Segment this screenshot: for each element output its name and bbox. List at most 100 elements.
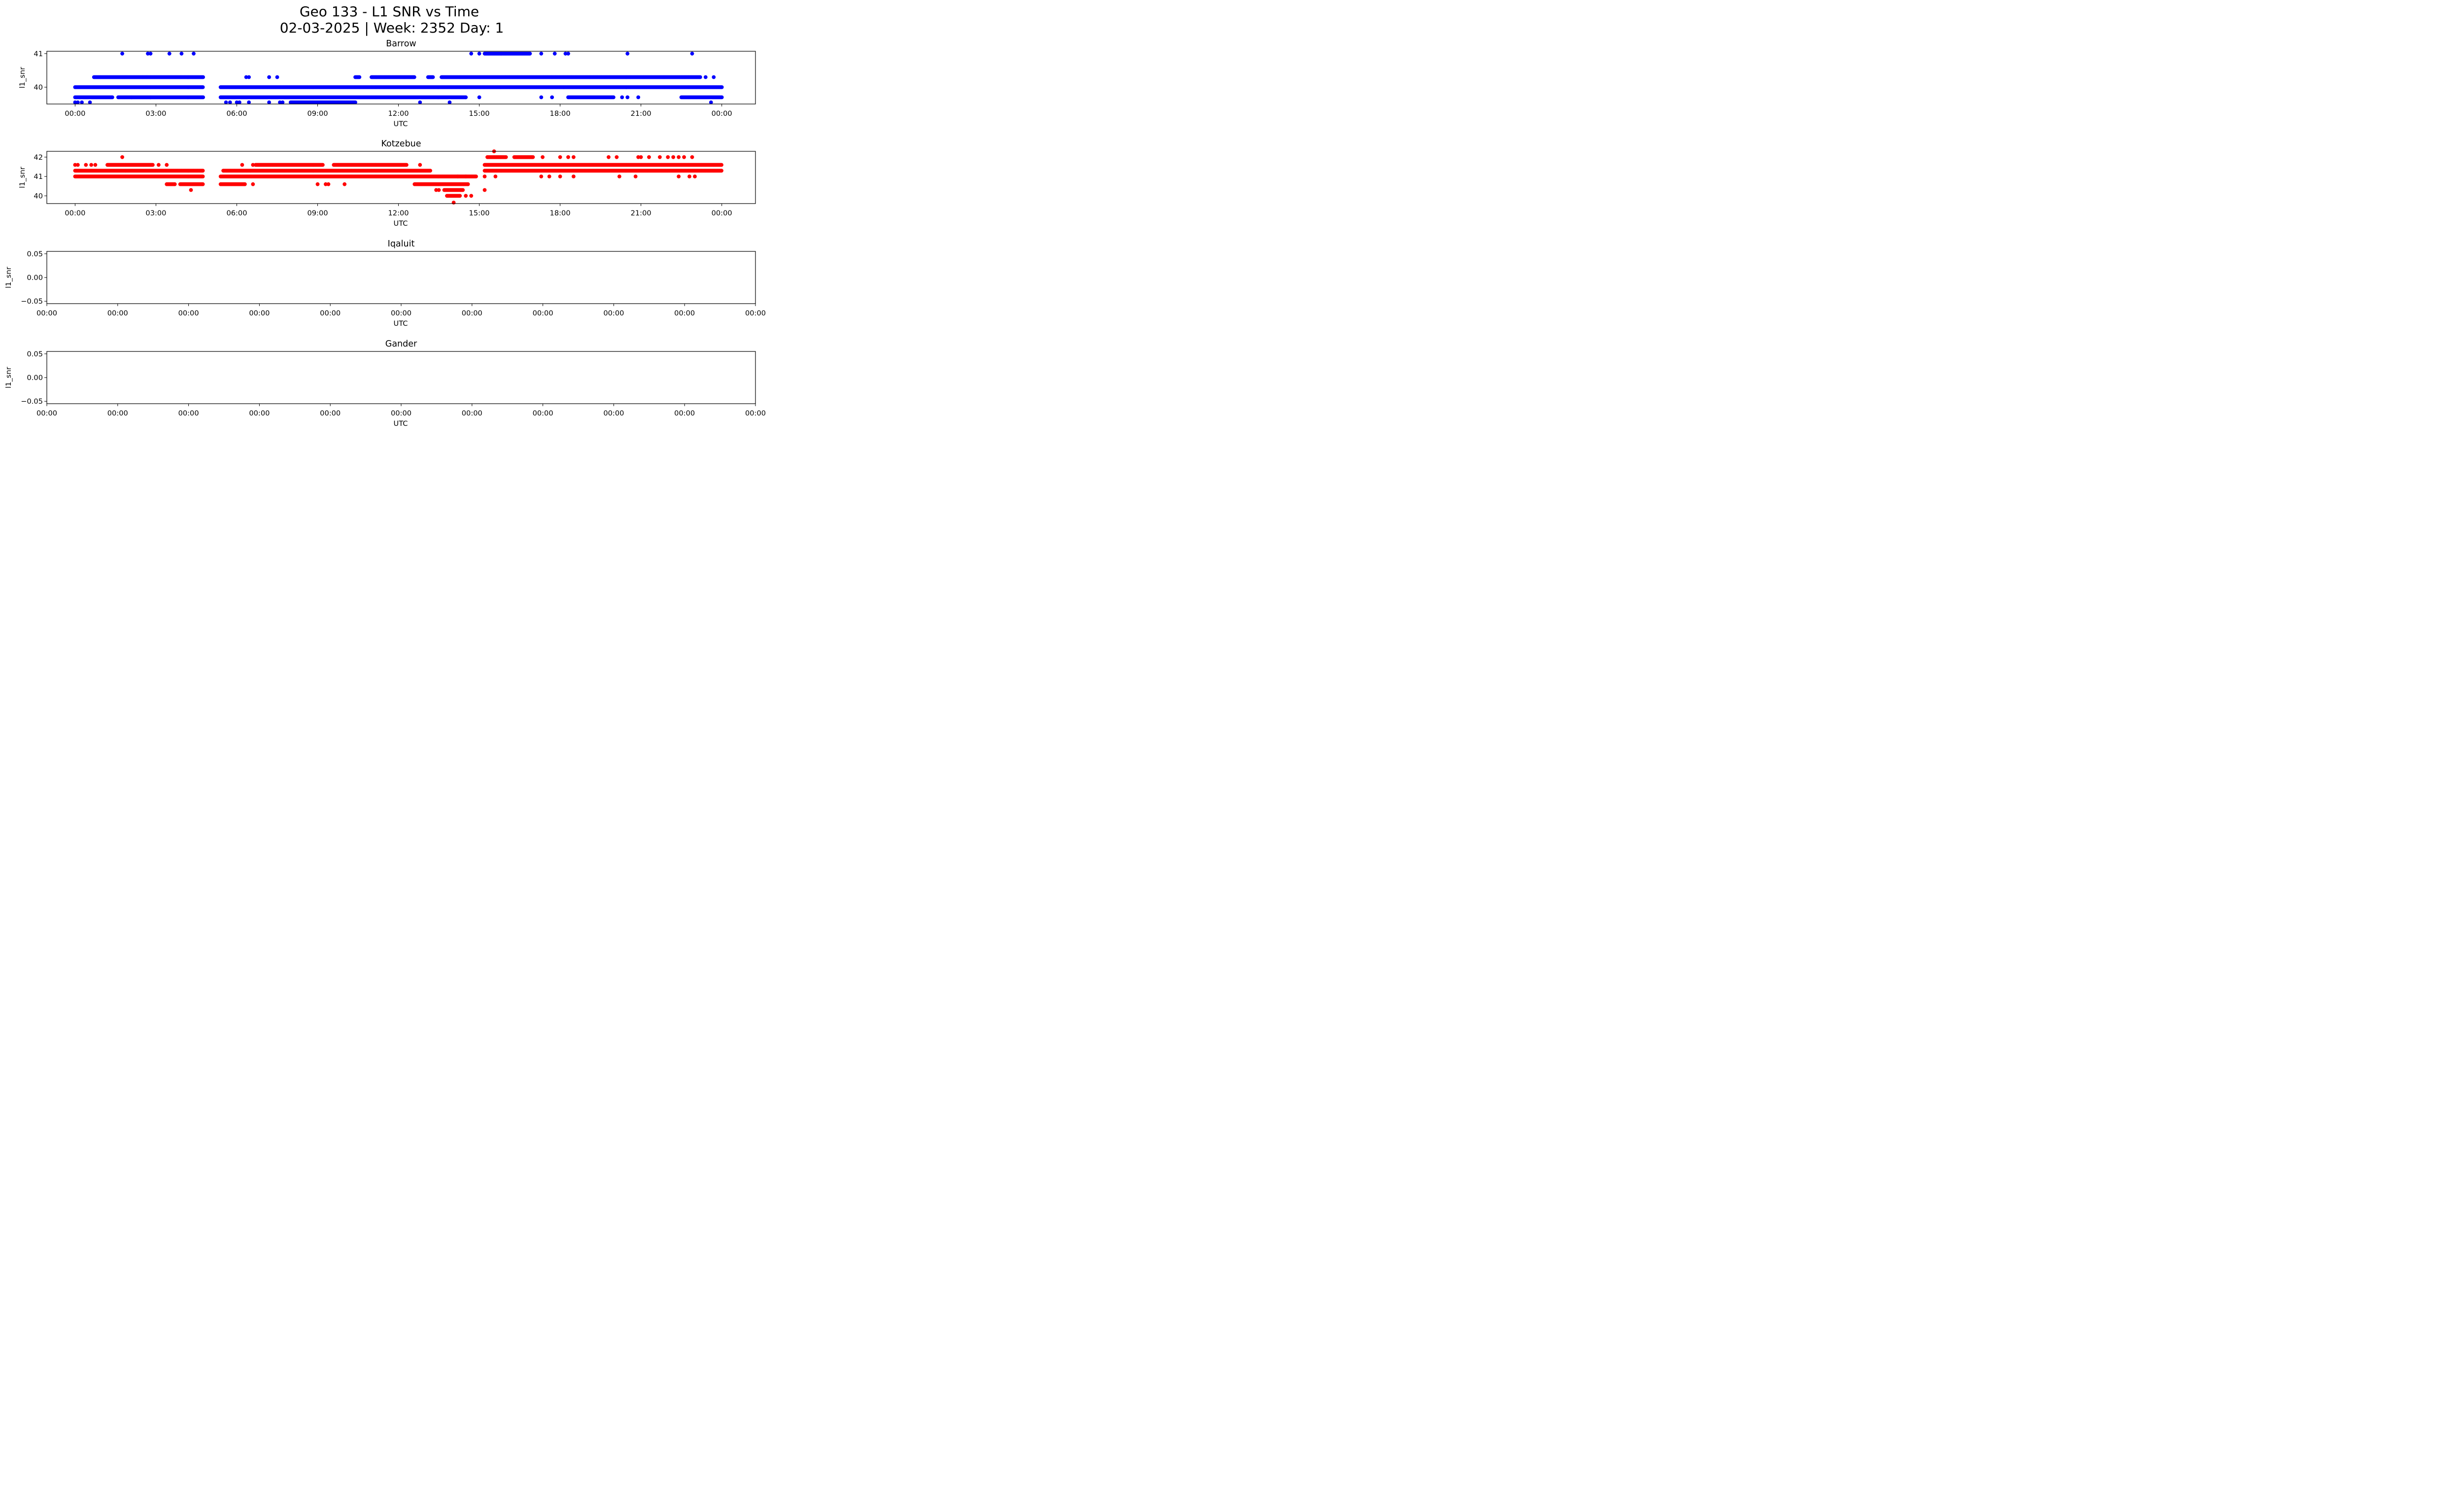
data-point — [324, 182, 328, 186]
x-tick-label: 00:00 — [107, 409, 128, 417]
x-tick-label: 00:00 — [107, 309, 128, 317]
data-point — [238, 100, 241, 104]
data-point — [719, 163, 723, 167]
data-point — [482, 188, 487, 192]
data-point — [447, 100, 452, 104]
data-point — [451, 201, 456, 205]
panel-kotzebue: Kotzebue 00:00 03:00 06:00 09:00 12:00 15:00 18… — [18, 139, 756, 228]
x-tick-label: 03:00 — [145, 109, 166, 118]
data-point — [278, 100, 282, 104]
data-point — [625, 51, 630, 56]
x-tick-label: 00:00 — [712, 109, 732, 118]
data-point — [658, 155, 662, 159]
x-axis-label: UTC — [394, 319, 408, 328]
data-point — [620, 95, 624, 100]
data-point — [130, 95, 134, 100]
data-point — [690, 155, 694, 159]
data-point — [461, 188, 465, 192]
data-point — [693, 174, 697, 178]
data-point — [353, 100, 357, 104]
data-point — [539, 51, 544, 56]
data-point — [120, 51, 125, 56]
data-point — [563, 51, 568, 56]
data-point — [167, 51, 171, 56]
data-point — [412, 75, 416, 79]
y-tick-label: 0.05 — [27, 250, 43, 258]
x-tick-label: 00:00 — [249, 409, 270, 417]
data-point — [342, 182, 347, 186]
data-point — [612, 95, 616, 100]
data-point — [244, 75, 248, 79]
y-tick-label: 41 — [34, 173, 43, 181]
data-point — [639, 155, 643, 159]
panel-title-iqaluit: Iqaluit — [388, 239, 415, 249]
panel-title-gander: Gander — [385, 339, 417, 349]
data-point — [709, 100, 713, 104]
y-tick-label: −0.05 — [21, 297, 43, 306]
data-point — [466, 182, 470, 186]
x-tick-label: 00:00 — [249, 309, 270, 317]
data-point — [84, 163, 88, 167]
x-tick-label: 00:00 — [462, 409, 482, 417]
y-tick-label: 0.00 — [27, 374, 43, 382]
data-point — [224, 100, 228, 104]
data-point — [405, 163, 409, 167]
axes-frame — [46, 351, 756, 404]
y-tick-label: 0.05 — [27, 350, 43, 358]
data-point — [73, 100, 77, 104]
data-point — [148, 95, 153, 100]
y-tick-label: 41 — [34, 50, 43, 58]
data-point — [240, 163, 244, 167]
x-tick-label: 00:00 — [65, 109, 85, 118]
data-point — [552, 51, 557, 56]
data-point — [539, 95, 544, 100]
data-point — [539, 174, 544, 178]
x-tick-label: 00:00 — [178, 309, 199, 317]
x-tick-label: 00:00 — [320, 409, 341, 417]
data-points-kotzebue — [73, 149, 723, 205]
data-point — [247, 75, 251, 79]
data-point — [201, 95, 205, 100]
data-point — [172, 182, 177, 186]
y-axis-label: l1_snr — [18, 167, 27, 188]
data-point — [531, 155, 535, 159]
x-tick-label: 15:00 — [469, 109, 490, 118]
x-tick-label: 00:00 — [674, 309, 695, 317]
data-point — [482, 174, 487, 178]
x-tick-label: 09:00 — [307, 109, 328, 118]
data-point — [179, 51, 184, 56]
data-point — [719, 169, 723, 173]
data-point — [201, 85, 205, 89]
data-point — [712, 75, 716, 79]
data-point — [469, 194, 474, 198]
data-point — [437, 188, 441, 192]
panel-barrow: Barrow 00:00 03:00 06:00 09:00 12:00 15:00 18:0… — [18, 39, 756, 128]
data-point — [671, 155, 676, 159]
data-point — [243, 182, 247, 186]
data-point — [326, 182, 331, 186]
figure-title-line1: Geo 133 - L1 SNR vs Time — [300, 3, 479, 20]
data-point — [357, 75, 362, 79]
data-point — [464, 194, 468, 198]
y-tick-label: −0.05 — [21, 397, 43, 406]
data-point — [719, 95, 724, 100]
data-point — [201, 174, 205, 178]
x-tick-label: 00:00 — [36, 309, 57, 317]
data-point — [157, 163, 161, 167]
data-point — [625, 95, 630, 100]
data-point — [251, 182, 255, 186]
x-tick-label: 21:00 — [631, 209, 651, 217]
data-point — [477, 95, 481, 100]
x-tick-label: 21:00 — [631, 109, 651, 118]
data-point — [464, 95, 468, 100]
data-point — [267, 100, 271, 104]
data-point — [550, 95, 554, 100]
x-tick-label: 15:00 — [469, 209, 490, 217]
data-point — [89, 163, 94, 167]
data-point — [251, 163, 255, 167]
x-tick-label: 00:00 — [533, 409, 553, 417]
y-tick-label: 42 — [34, 153, 43, 162]
data-point — [93, 163, 98, 167]
figure: Geo 133 - L1 SNR vs Time 02-03-2025 | We… — [4, 3, 766, 428]
data-point — [636, 95, 641, 100]
